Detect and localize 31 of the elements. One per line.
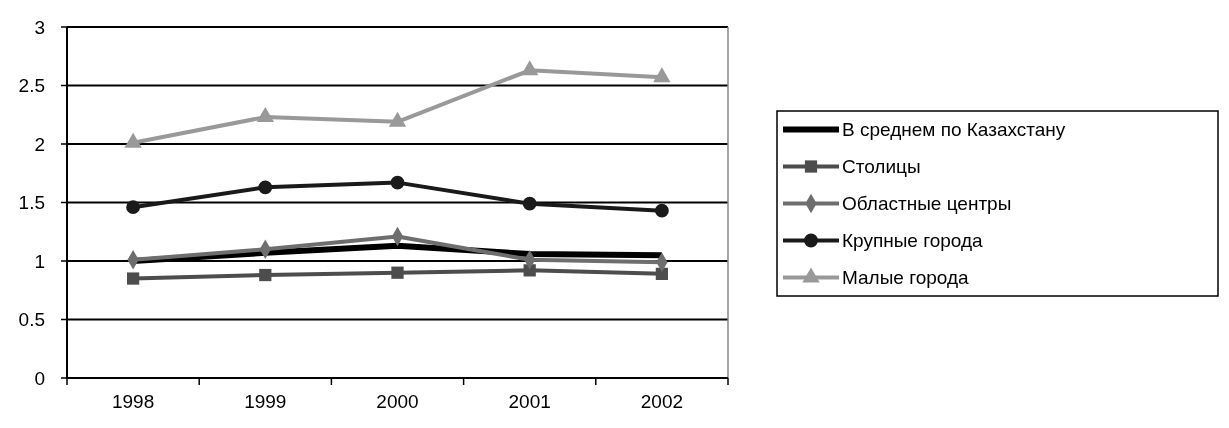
- point: [653, 67, 671, 83]
- point: [256, 107, 274, 123]
- legend-label: Столицы: [842, 156, 921, 178]
- point: [259, 268, 272, 282]
- point: [521, 60, 539, 76]
- point: [126, 272, 140, 285]
- y-tick-label: 1.5: [18, 192, 45, 214]
- point: [654, 203, 669, 218]
- legend-label: Крупные города: [842, 230, 984, 252]
- point: [655, 267, 669, 280]
- x-tick-label: 1998: [111, 391, 155, 412]
- y-tick-label: 3: [34, 16, 45, 38]
- legend-label: Областные центры: [842, 193, 1012, 215]
- y-tick-label: 2.5: [18, 75, 45, 97]
- y-tick-label: 1: [34, 250, 45, 272]
- x-tick-label: 1999: [244, 391, 287, 412]
- point: [522, 196, 537, 211]
- x-tick-label: 2001: [508, 391, 551, 412]
- y-tick-label: 0.5: [18, 309, 45, 331]
- y-tick-label: 2: [34, 133, 45, 155]
- point: [124, 132, 142, 148]
- point: [391, 266, 404, 279]
- legend-label: В среднем по Казахстану: [842, 119, 1066, 141]
- y-tick-label: 0: [34, 367, 45, 389]
- point: [388, 111, 407, 127]
- x-tick-label: 2000: [376, 391, 419, 412]
- point: [390, 175, 405, 190]
- point: [126, 200, 141, 215]
- x-tick-label: 2002: [640, 391, 684, 412]
- legend-label: Малые города: [842, 267, 970, 289]
- point: [258, 180, 273, 195]
